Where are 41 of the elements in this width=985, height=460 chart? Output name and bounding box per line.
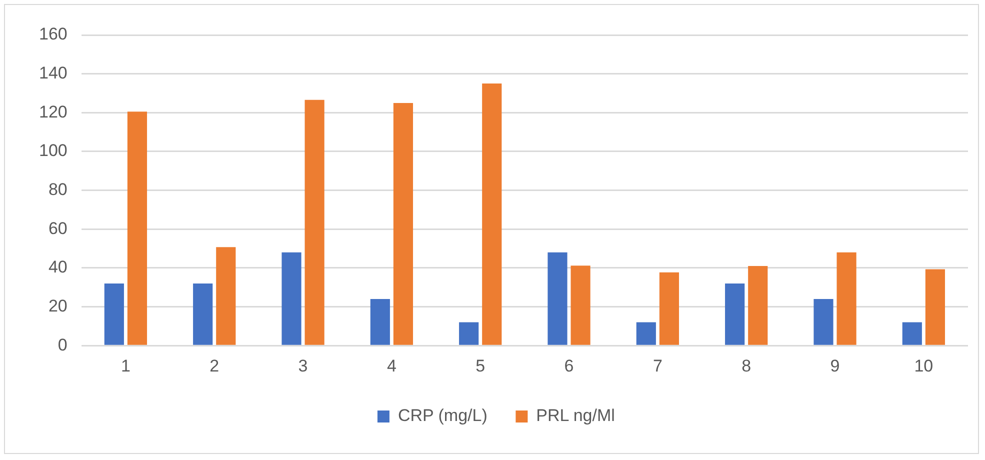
x-tick-label: 9	[830, 356, 840, 376]
y-tick-label: 20	[48, 296, 68, 316]
bar	[482, 84, 502, 345]
legend-label: PRL ng/Ml	[536, 406, 615, 426]
x-tick-label: 2	[210, 356, 220, 376]
x-tick-label: 3	[298, 356, 308, 376]
y-tick-label: 160	[38, 24, 68, 44]
y-tick-label: 80	[48, 180, 68, 199]
bar	[814, 299, 834, 345]
legend-label: CRP (mg/L)	[398, 406, 488, 426]
y-tick-label: 140	[38, 64, 68, 83]
bar	[902, 322, 922, 345]
y-tick-label: 60	[48, 218, 68, 238]
bar	[216, 247, 236, 345]
bar	[282, 252, 302, 345]
bar	[570, 266, 590, 345]
bar	[370, 299, 390, 345]
y-tick-label: 100	[38, 141, 68, 160]
y-tick-label: 40	[48, 258, 68, 277]
x-tick-label: 6	[564, 356, 574, 376]
y-tick-label: 0	[58, 335, 68, 354]
bar	[104, 283, 124, 345]
bar	[725, 283, 745, 345]
bar	[925, 269, 945, 345]
bar	[127, 112, 148, 345]
bar	[459, 322, 479, 345]
x-tick-label: 10	[914, 356, 934, 376]
bar	[748, 266, 768, 345]
y-tick-label: 120	[38, 102, 68, 122]
bar	[636, 322, 656, 345]
bar	[659, 272, 679, 345]
bar	[548, 252, 568, 345]
bar	[393, 102, 414, 345]
bar	[193, 283, 213, 345]
bar	[836, 252, 856, 345]
x-tick-label: 1	[120, 356, 130, 376]
x-tick-label: 8	[742, 356, 752, 376]
x-tick-label: 4	[386, 356, 396, 376]
bar	[304, 100, 324, 345]
x-tick-label: 7	[652, 356, 662, 376]
x-tick-label: 5	[476, 356, 486, 376]
